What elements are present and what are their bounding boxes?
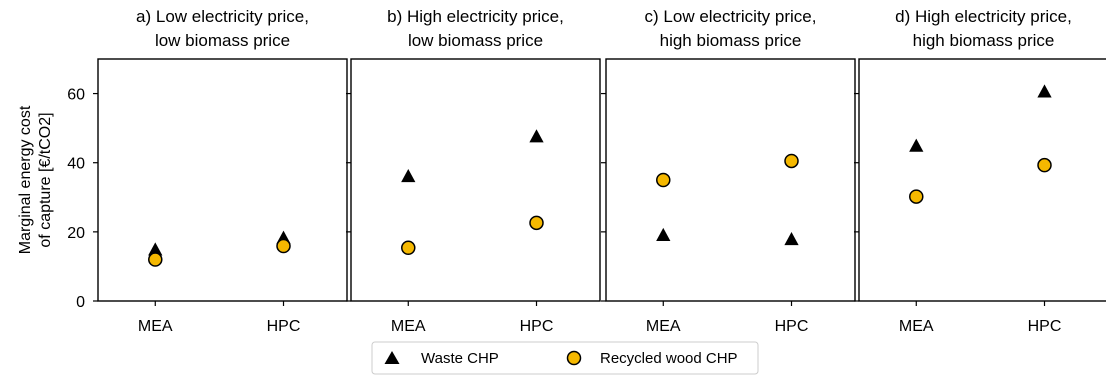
panel-title: a) Low electricity price, xyxy=(136,7,309,26)
recycled-wood-chp-point xyxy=(784,153,799,169)
waste-chp-point xyxy=(784,231,799,246)
legend-wood-label: Recycled wood CHP xyxy=(600,350,738,367)
panel-title: low biomass price xyxy=(155,31,290,50)
waste-chp-point xyxy=(1037,84,1052,98)
recycled-wood-chp-point xyxy=(1037,157,1052,173)
y-axis-label: Marginal energy cost of capture [€/tCO2] xyxy=(17,105,54,254)
x-tick-label: MEA xyxy=(899,318,934,335)
panel-title: low biomass price xyxy=(408,31,543,50)
x-tick-label: MEA xyxy=(391,318,426,335)
recycled-wood-chp-point xyxy=(276,238,291,254)
y-axis-label-line: of capture [€/tCO2] xyxy=(37,112,54,247)
legend-box xyxy=(371,341,759,375)
plot-frame xyxy=(605,58,856,302)
plot-frame xyxy=(350,58,601,302)
x-tick-label: HPC xyxy=(520,318,554,335)
panel-title: d) High electricity price, xyxy=(895,7,1072,26)
recycled-wood-chp-point xyxy=(401,240,416,256)
y-tick-label: 0 xyxy=(76,294,85,311)
waste-chp-point xyxy=(909,138,924,152)
recycled-wood-chp-point xyxy=(148,252,163,267)
legend-waste-label: Waste CHP xyxy=(421,350,499,367)
y-tick-label: 20 xyxy=(67,225,85,242)
y-tick-label: 40 xyxy=(67,156,85,173)
panel-title: c) Low electricity price, xyxy=(645,7,817,26)
panel-title: b) High electricity price, xyxy=(387,7,564,26)
plot-frame xyxy=(858,58,1106,302)
waste-chp-point xyxy=(401,169,416,183)
panel-title: high biomass price xyxy=(913,31,1055,50)
legend-waste-marker xyxy=(384,351,400,364)
recycled-wood-chp-point xyxy=(529,215,544,231)
x-tick-label: HPC xyxy=(1028,318,1062,335)
plot-frame xyxy=(97,58,348,302)
y-axis-label-line: Marginal energy cost xyxy=(17,105,34,254)
waste-chp-point xyxy=(529,129,544,143)
waste-chp-point xyxy=(148,242,163,256)
x-tick-label: MEA xyxy=(646,318,681,335)
recycled-wood-chp-point xyxy=(656,172,671,188)
legend-wood-marker xyxy=(566,350,582,366)
y-tick-label: 60 xyxy=(67,87,85,104)
x-tick-label: HPC xyxy=(267,318,301,335)
x-tick-label: MEA xyxy=(138,318,173,335)
panel-title: high biomass price xyxy=(660,31,802,50)
waste-chp-point xyxy=(656,227,671,241)
recycled-wood-chp-point xyxy=(909,189,924,204)
x-tick-label: HPC xyxy=(775,318,809,335)
